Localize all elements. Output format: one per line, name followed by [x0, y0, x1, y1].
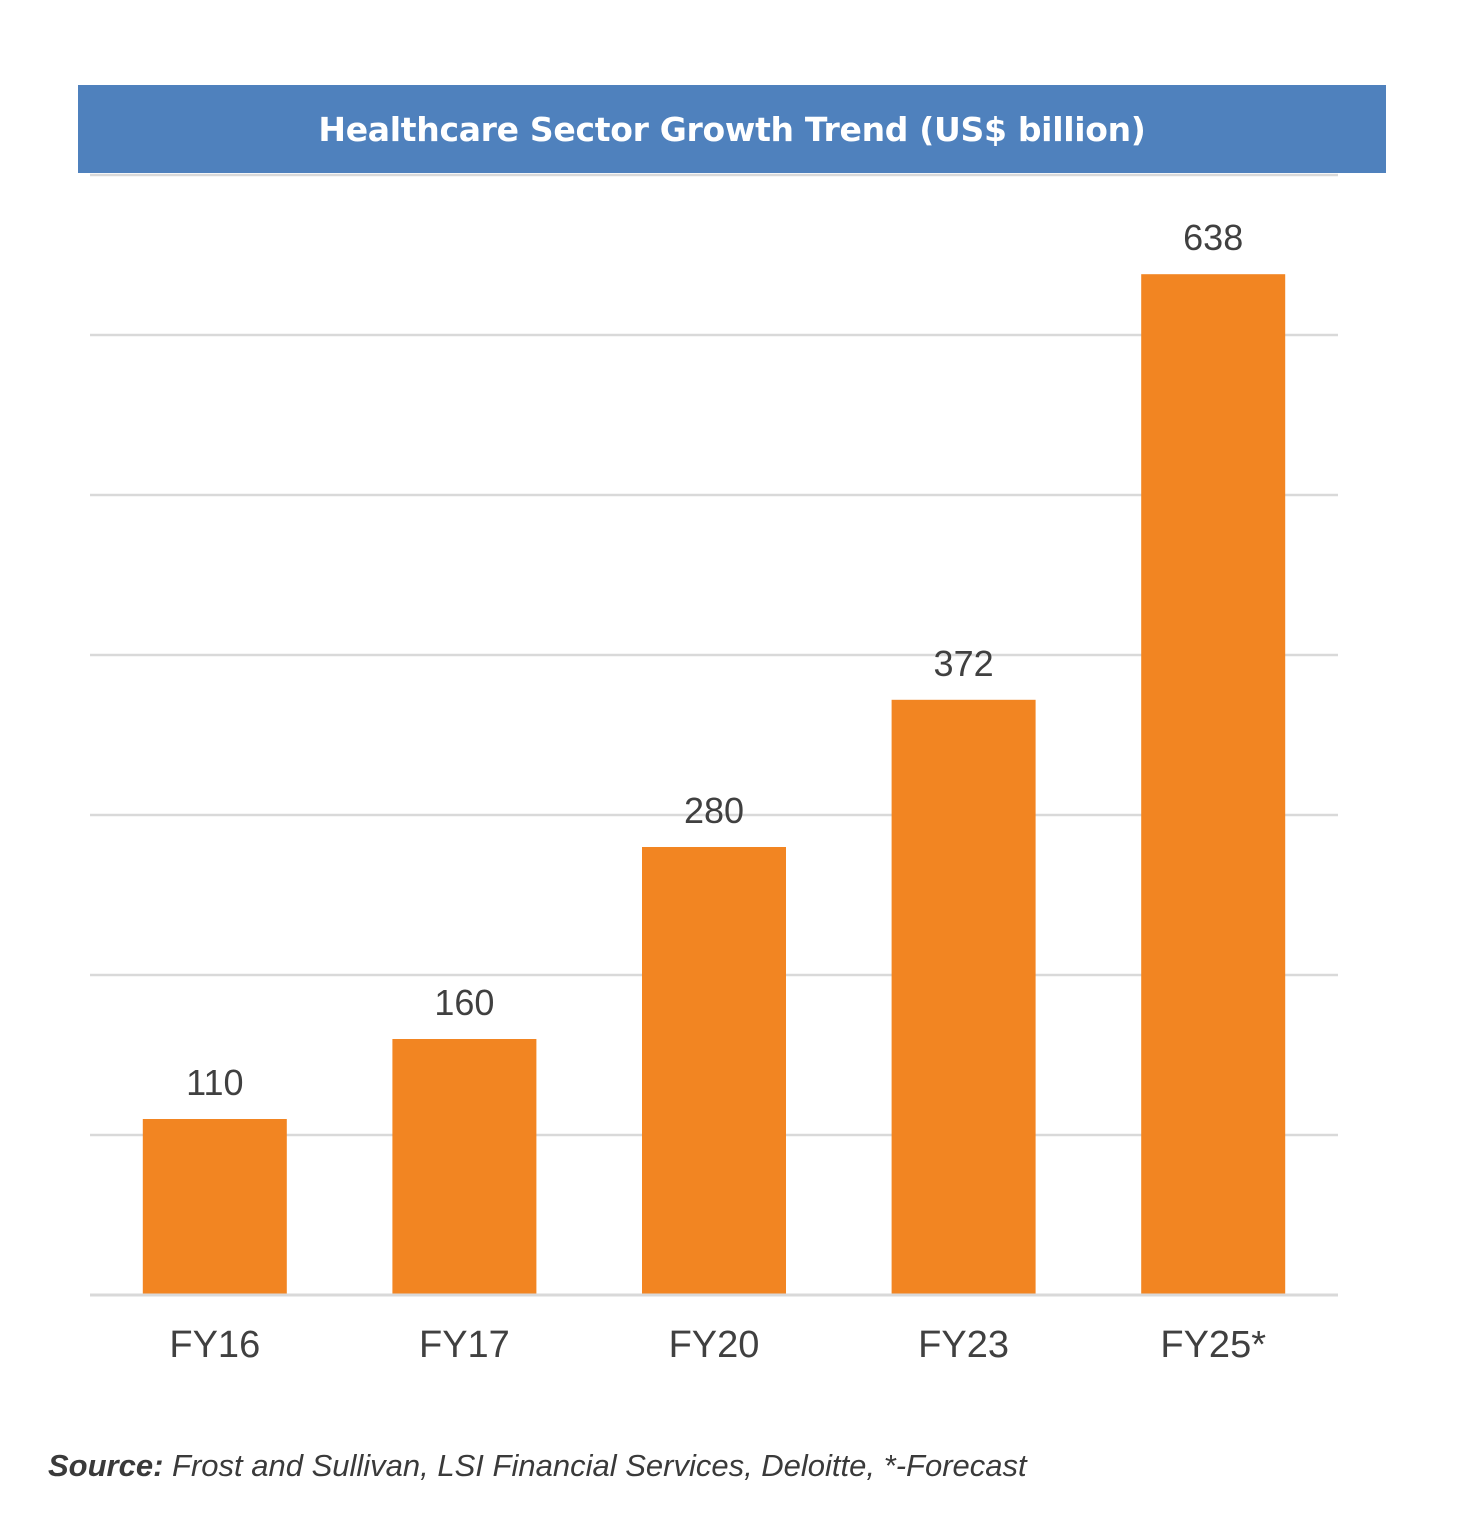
chart-title-banner: Healthcare Sector Growth Trend (US$ bill… [78, 85, 1386, 173]
x-tick-label: FY25* [1160, 1324, 1266, 1366]
bar-fy20 [642, 847, 786, 1295]
chart-title: Healthcare Sector Growth Trend (US$ bill… [318, 109, 1146, 149]
x-tick-label: FY17 [419, 1324, 510, 1366]
data-label: 110 [186, 1062, 243, 1103]
x-tick-label: FY23 [918, 1324, 1009, 1366]
bar-fy25 [1141, 274, 1286, 1295]
source-text: Frost and Sullivan, LSI Financial Servic… [163, 1448, 1027, 1483]
source-note: Source: Frost and Sullivan, LSI Financia… [48, 1448, 1027, 1484]
data-label: 638 [1183, 217, 1243, 258]
bar-fy23 [891, 699, 1036, 1295]
x-tick-label: FY20 [669, 1324, 760, 1366]
bar-fy16 [142, 1119, 287, 1295]
data-label: 372 [934, 643, 994, 684]
data-label: 280 [684, 790, 744, 831]
bar-fy17 [392, 1039, 537, 1295]
data-label: 160 [434, 982, 494, 1023]
source-label: Source: [48, 1448, 164, 1483]
x-tick-label: FY16 [169, 1324, 260, 1366]
